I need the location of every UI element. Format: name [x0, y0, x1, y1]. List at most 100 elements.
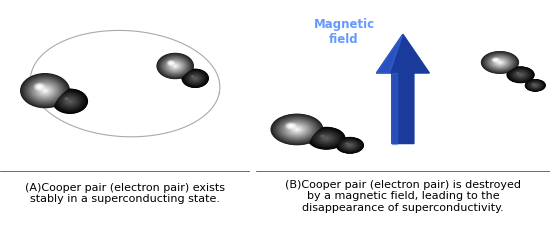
Circle shape	[40, 88, 50, 95]
Circle shape	[287, 124, 295, 129]
Circle shape	[44, 90, 46, 92]
Circle shape	[531, 83, 540, 88]
Circle shape	[158, 55, 192, 79]
Circle shape	[492, 58, 500, 63]
Circle shape	[172, 64, 178, 69]
Circle shape	[64, 98, 68, 101]
Circle shape	[491, 58, 509, 68]
Circle shape	[57, 93, 82, 111]
Circle shape	[273, 116, 321, 144]
Circle shape	[499, 63, 501, 64]
Circle shape	[24, 77, 65, 106]
Circle shape	[57, 93, 83, 111]
Circle shape	[190, 76, 195, 79]
Circle shape	[514, 72, 527, 79]
Circle shape	[192, 77, 199, 81]
Circle shape	[52, 89, 88, 115]
Circle shape	[482, 53, 518, 74]
Circle shape	[511, 70, 530, 81]
Circle shape	[173, 65, 178, 68]
Circle shape	[64, 98, 76, 106]
Circle shape	[59, 94, 81, 110]
Circle shape	[518, 74, 523, 77]
Circle shape	[277, 118, 317, 142]
Circle shape	[62, 96, 78, 108]
Circle shape	[513, 71, 528, 80]
Circle shape	[24, 76, 67, 106]
Circle shape	[510, 69, 531, 82]
Circle shape	[164, 59, 186, 74]
Circle shape	[515, 72, 526, 79]
Circle shape	[337, 138, 364, 154]
Circle shape	[530, 83, 541, 90]
Circle shape	[272, 115, 321, 144]
Circle shape	[23, 76, 67, 107]
Circle shape	[315, 132, 338, 146]
Circle shape	[319, 134, 333, 143]
Circle shape	[290, 126, 304, 134]
Circle shape	[528, 82, 543, 90]
Circle shape	[529, 82, 542, 90]
Circle shape	[168, 62, 174, 66]
Circle shape	[512, 70, 529, 81]
FancyArrow shape	[376, 35, 430, 144]
Circle shape	[519, 75, 522, 76]
Circle shape	[510, 69, 531, 82]
Circle shape	[324, 137, 329, 140]
Circle shape	[494, 60, 498, 62]
Circle shape	[26, 78, 64, 105]
Circle shape	[36, 85, 54, 98]
Circle shape	[167, 61, 183, 72]
Circle shape	[156, 54, 194, 80]
Circle shape	[314, 131, 339, 146]
Circle shape	[62, 97, 78, 107]
Circle shape	[514, 71, 527, 80]
Circle shape	[21, 74, 69, 108]
Circle shape	[515, 72, 526, 79]
Circle shape	[344, 142, 356, 149]
Circle shape	[189, 75, 201, 83]
Circle shape	[340, 140, 360, 151]
Circle shape	[282, 121, 311, 139]
Circle shape	[174, 66, 177, 68]
Circle shape	[22, 75, 68, 108]
Circle shape	[284, 122, 310, 138]
Circle shape	[30, 81, 60, 102]
Circle shape	[525, 80, 545, 92]
Circle shape	[282, 121, 312, 139]
Circle shape	[344, 142, 355, 149]
Circle shape	[56, 92, 84, 112]
Circle shape	[32, 83, 58, 100]
Circle shape	[495, 60, 497, 61]
Circle shape	[191, 76, 199, 82]
Circle shape	[285, 123, 297, 130]
Circle shape	[28, 79, 63, 104]
Circle shape	[35, 84, 45, 91]
Circle shape	[188, 74, 203, 84]
Circle shape	[509, 69, 532, 82]
Circle shape	[344, 142, 356, 149]
Circle shape	[168, 62, 182, 72]
Circle shape	[517, 73, 518, 74]
Circle shape	[340, 140, 360, 152]
Circle shape	[321, 136, 324, 137]
Circle shape	[325, 138, 328, 140]
Circle shape	[484, 54, 516, 73]
Circle shape	[493, 59, 507, 68]
Circle shape	[488, 56, 512, 70]
Circle shape	[161, 56, 190, 77]
Circle shape	[529, 82, 542, 90]
Circle shape	[173, 65, 177, 68]
Circle shape	[514, 72, 527, 79]
Circle shape	[315, 132, 337, 145]
Circle shape	[519, 74, 522, 77]
Circle shape	[345, 143, 349, 145]
Circle shape	[287, 124, 307, 136]
Circle shape	[520, 75, 521, 76]
Circle shape	[513, 71, 529, 80]
Circle shape	[162, 57, 189, 76]
Circle shape	[283, 122, 311, 138]
Circle shape	[345, 143, 355, 148]
Circle shape	[279, 119, 315, 141]
Circle shape	[513, 71, 529, 80]
